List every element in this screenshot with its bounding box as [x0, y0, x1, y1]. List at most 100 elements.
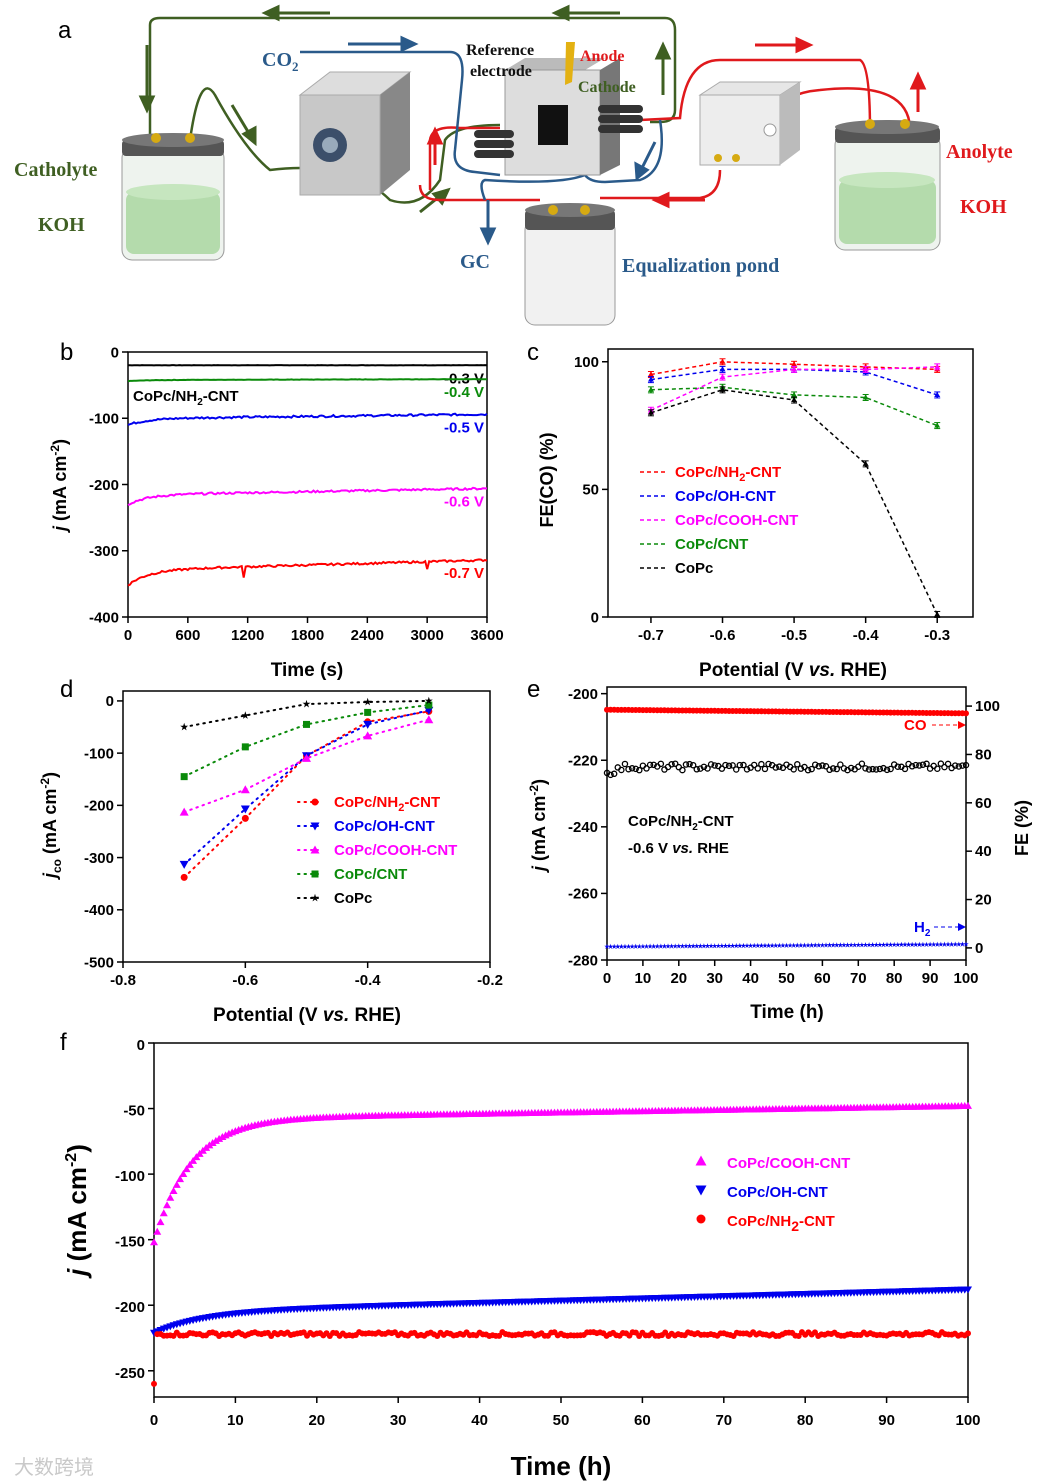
- legend-name: CoPc/CNT: [334, 866, 407, 883]
- x-tick-label: 60: [634, 1412, 651, 1429]
- current-point: [887, 765, 894, 773]
- chart-c-ylabel: FE(CO) (%): [537, 433, 557, 528]
- current-point: [736, 761, 744, 769]
- current-point: [776, 763, 783, 770]
- h2-fe-point: [658, 943, 664, 949]
- legend-label: CoPc/COOH-CNT: [675, 512, 798, 529]
- current-point: [607, 771, 614, 779]
- data-point: [241, 743, 249, 751]
- data-point: [862, 460, 869, 466]
- h2-fe-point: [708, 943, 714, 949]
- y-tick-label: -200: [84, 798, 114, 815]
- h2-fe-point: [694, 943, 700, 949]
- x-tick-label: 600: [175, 627, 200, 644]
- legend-label: CoPc/OH-CNT: [675, 488, 776, 505]
- legend-suffix: -CNT: [799, 1213, 835, 1230]
- legend-marker: [311, 893, 319, 902]
- h2-fe-point: [848, 942, 854, 948]
- y-tick-label: 0: [106, 693, 114, 710]
- data-point: [934, 611, 941, 617]
- chart-c-xlabel: Potential (V vs. RHE): [699, 660, 887, 681]
- h2-fe-point: [855, 942, 861, 948]
- data-point: [180, 722, 189, 731]
- h2-fe-point: [941, 941, 948, 947]
- data-point: [719, 366, 726, 372]
- data-point: [791, 361, 798, 367]
- legend-name: CoPc/OH-CNT: [334, 818, 435, 835]
- current-point: [657, 760, 665, 768]
- legend-label: CoPc: [675, 560, 713, 577]
- chart-e-co-arrowhead: [958, 721, 966, 729]
- data-point: [189, 1156, 198, 1164]
- series-label: -0.6 V: [444, 493, 484, 510]
- h2-fe-point: [938, 941, 944, 947]
- current-point: [732, 766, 740, 773]
- current-point: [908, 763, 916, 770]
- current-point: [650, 761, 657, 769]
- y-tick-label: -300: [84, 850, 114, 867]
- series-line: [650, 361, 938, 376]
- anode-label: Anode: [580, 48, 624, 65]
- data-point: [425, 701, 433, 709]
- data-point: [647, 386, 654, 392]
- h2-fe-point: [808, 942, 815, 948]
- chart-d-frame: [122, 690, 491, 963]
- panel-label-e: e: [527, 676, 540, 703]
- h2-fe-point: [654, 943, 660, 949]
- panel-label-f: f: [60, 1029, 67, 1056]
- x-tick-label: 1200: [231, 627, 264, 644]
- h2-fe-point: [841, 942, 847, 948]
- current-point: [804, 766, 812, 774]
- data-point: [791, 366, 798, 372]
- legend-name: CoPc/COOH-CNT: [727, 1155, 850, 1172]
- data-point: [241, 814, 249, 822]
- anolyte-koh-label: KOH: [960, 196, 1007, 218]
- x-tick-label: 10: [227, 1412, 244, 1429]
- current-point: [772, 764, 779, 771]
- legend-name: CoPc/COOH-CNT: [334, 842, 457, 859]
- current-point: [628, 765, 636, 772]
- current-point: [765, 760, 772, 768]
- h2-fe-point: [719, 943, 725, 949]
- h2-fe-point: [812, 942, 818, 948]
- current-point: [901, 765, 909, 773]
- current-point: [883, 766, 891, 774]
- h2-fe-point: [959, 941, 966, 947]
- catholyte-koh-label: KOH: [38, 214, 85, 236]
- legend-label: CoPc/CNT: [675, 536, 748, 553]
- y-tick-label: -300: [89, 543, 119, 560]
- electrode-label: electrode: [470, 63, 532, 80]
- h2-fe-point: [801, 942, 808, 948]
- data-point: [169, 1187, 178, 1195]
- h2-fe-point: [891, 941, 897, 948]
- h2-fe-point: [902, 941, 908, 947]
- charts-layer: 0 600 1200 1800 2400 3000 36000-100-200-300-40…: [84, 344, 1000, 1429]
- legend-label: CoPc/NH2-CNT: [727, 1213, 835, 1234]
- h2-fe-point: [755, 942, 761, 948]
- data-point: [176, 1175, 185, 1183]
- current-point: [754, 765, 762, 772]
- data-point: [934, 363, 941, 369]
- x-tick-label: 50: [778, 970, 795, 987]
- h2-fe-point: [887, 941, 894, 948]
- panel-label-c: c: [527, 339, 539, 366]
- y-tick-label: -100: [84, 745, 114, 762]
- catholyte-reservoir: [121, 133, 225, 261]
- x-tick-label: 40: [742, 970, 759, 987]
- data-point: [172, 1180, 181, 1188]
- h2-fe-point: [679, 943, 686, 949]
- x-tick-label: 70: [850, 970, 867, 987]
- h2-fe-point: [877, 942, 883, 948]
- current-point: [941, 763, 948, 771]
- h2-fe-point: [661, 943, 668, 949]
- current-point: [894, 763, 902, 770]
- data-point: [363, 720, 373, 729]
- x-tick-label: 60: [814, 970, 831, 987]
- x-tick-label: -0.4: [853, 627, 880, 644]
- h2-fe-point: [952, 941, 958, 947]
- current-point: [829, 765, 837, 772]
- co2-label: CO2: [262, 49, 299, 74]
- x-tick-label: 100: [953, 970, 978, 987]
- data-point: [151, 1380, 157, 1387]
- chart-b: 0 600 1200 1800 2400 3000 3600 0 -100 -200 -300 -40…: [89, 344, 504, 644]
